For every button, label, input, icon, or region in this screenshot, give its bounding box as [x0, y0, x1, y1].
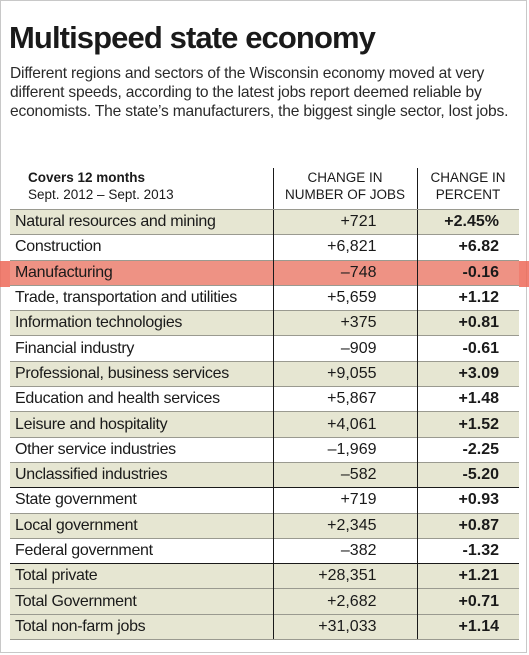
sector-label: Trade, transportation and utilities	[10, 284, 273, 311]
percent-change-value: +1.52	[416, 411, 519, 438]
jobs-change-value: +4,061	[272, 411, 417, 438]
percent-change-value: +1.48	[416, 386, 519, 412]
sector-label: Professional, business services	[10, 360, 273, 387]
jobs-change-value: +6,821	[272, 234, 417, 261]
percent-change-value: +1.21	[416, 563, 519, 589]
jobs-change-value: +28,351	[272, 563, 417, 589]
sector-label: Unclassified industries	[10, 461, 273, 488]
table-row: Total private +28,351 +1.21	[10, 563, 519, 589]
percent-change-value: -2.25	[416, 436, 519, 463]
percent-column-header: CHANGE IN PERCENT	[418, 169, 518, 203]
jobs-change-value: –1,969	[272, 436, 417, 463]
jobs-change-value: –382	[272, 537, 417, 564]
jobs-change-value: +719	[272, 487, 417, 514]
sector-label: Natural resources and mining	[10, 208, 273, 235]
jobs-change-value: –582	[272, 461, 417, 488]
sector-label: State government	[10, 487, 273, 514]
table-row: Local government +2,345 +0.87	[10, 512, 519, 539]
sector-label: Local government	[10, 512, 273, 539]
table-row: State government +719 +0.93	[10, 487, 519, 514]
percent-change-value: +3.09	[416, 360, 519, 387]
table-row: Professional, business services +9,055 +3.…	[10, 360, 519, 387]
table-row: Total Government +2,682 +0.71	[10, 588, 519, 615]
sector-label: Total private	[10, 563, 273, 589]
sector-label: Education and health services	[10, 386, 273, 412]
percent-change-value: +1.14	[416, 613, 519, 641]
jobs-change-value: +31,033	[272, 613, 417, 641]
sector-label: Total Government	[10, 588, 273, 615]
percent-header-line1: CHANGE IN	[430, 170, 506, 185]
percent-change-value: +0.93	[416, 487, 519, 514]
jobs-change-value: +721	[272, 208, 417, 235]
table-row: Total non-farm jobs +31,033 +1.14	[10, 613, 519, 641]
table-row: Leisure and hospitality +4,061 +1.52	[10, 411, 519, 438]
table-row: Trade, transportation and utilities +5,65…	[10, 284, 519, 311]
percent-change-value: -0.61	[416, 335, 519, 362]
table-row: Manufacturing –748 -0.16	[10, 259, 519, 286]
table-row: Financial industry –909 -0.61	[10, 335, 519, 362]
period-label: Covers 12 months	[28, 170, 146, 185]
sector-label: Manufacturing	[10, 259, 273, 286]
percent-header-line2: PERCENT	[435, 187, 501, 202]
jobs-header-line1: CHANGE IN	[307, 170, 383, 185]
percent-change-value: +2.45%	[416, 208, 519, 235]
sector-label: Total non-farm jobs	[10, 613, 273, 641]
sector-table: Natural resources and mining +721 +2.45% Co…	[10, 208, 519, 641]
jobs-change-value: +2,345	[272, 512, 417, 539]
header-divider-jobs	[273, 168, 274, 209]
table-row: Unclassified industries –582 -5.20	[10, 461, 519, 488]
jobs-column-header: CHANGE IN NUMBER OF JOBS	[277, 169, 413, 203]
percent-change-value: -1.32	[416, 537, 519, 564]
percent-change-value: +6.82	[416, 234, 519, 261]
sector-label: Federal government	[10, 537, 273, 564]
table-row: Other service industries –1,969 -2.25	[10, 436, 519, 463]
percent-change-value: +1.12	[416, 284, 519, 311]
percent-change-value: -0.16	[416, 259, 519, 286]
jobs-change-value: –909	[272, 335, 417, 362]
sector-label: Other service industries	[10, 436, 273, 463]
sector-label: Financial industry	[10, 335, 273, 362]
jobs-change-value: +9,055	[272, 360, 417, 387]
jobs-header-line2: NUMBER OF JOBS	[284, 187, 405, 202]
table-row: Construction +6,821 +6.82	[10, 234, 519, 261]
chart-title: Multispeed state economy	[9, 20, 376, 55]
percent-change-value: +0.71	[416, 588, 519, 615]
table-row: Education and health services +5,867 +1.48	[10, 386, 519, 412]
table-row: Natural resources and mining +721 +2.45%	[10, 208, 519, 235]
sector-label: Construction	[10, 234, 273, 261]
sector-table-body: Natural resources and mining +721 +2.45% Co…	[10, 208, 519, 641]
sector-label: Leisure and hospitality	[10, 411, 273, 438]
period-range: Sept. 2012 – Sept. 2013	[28, 187, 174, 202]
sector-label: Information technologies	[10, 310, 273, 336]
table-row: Information technologies +375 +0.81	[10, 310, 519, 336]
table-row: Federal government –382 -1.32	[10, 537, 519, 564]
chart-subtitle: Different regions and sectors of the Wis…	[10, 65, 509, 120]
percent-change-value: -5.20	[416, 461, 519, 488]
jobs-change-value: –748	[272, 259, 417, 286]
percent-change-value: +0.81	[416, 310, 519, 336]
jobs-change-value: +2,682	[272, 588, 417, 615]
jobs-change-value: +5,659	[272, 284, 417, 311]
jobs-change-value: +375	[272, 310, 417, 336]
jobs-change-value: +5,867	[272, 386, 417, 412]
header-divider-percent	[417, 168, 418, 209]
period-header: Covers 12 months Sept. 2012 – Sept. 2013	[28, 169, 174, 203]
percent-change-value: +0.87	[416, 512, 519, 539]
